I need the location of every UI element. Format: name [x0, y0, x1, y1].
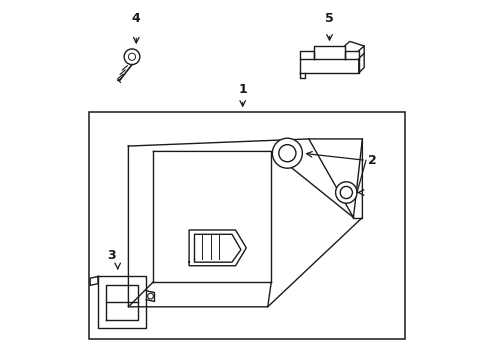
- Text: 5: 5: [325, 12, 333, 24]
- Text: 1: 1: [238, 83, 246, 96]
- Circle shape: [340, 186, 352, 199]
- Circle shape: [335, 182, 356, 203]
- Circle shape: [278, 145, 295, 162]
- Circle shape: [124, 49, 140, 64]
- Text: 2: 2: [367, 154, 376, 167]
- Circle shape: [128, 53, 135, 60]
- Text: 4: 4: [132, 12, 141, 24]
- Circle shape: [147, 293, 153, 299]
- Text: 3: 3: [107, 249, 116, 262]
- Bar: [89, 112, 405, 339]
- Circle shape: [272, 138, 302, 168]
